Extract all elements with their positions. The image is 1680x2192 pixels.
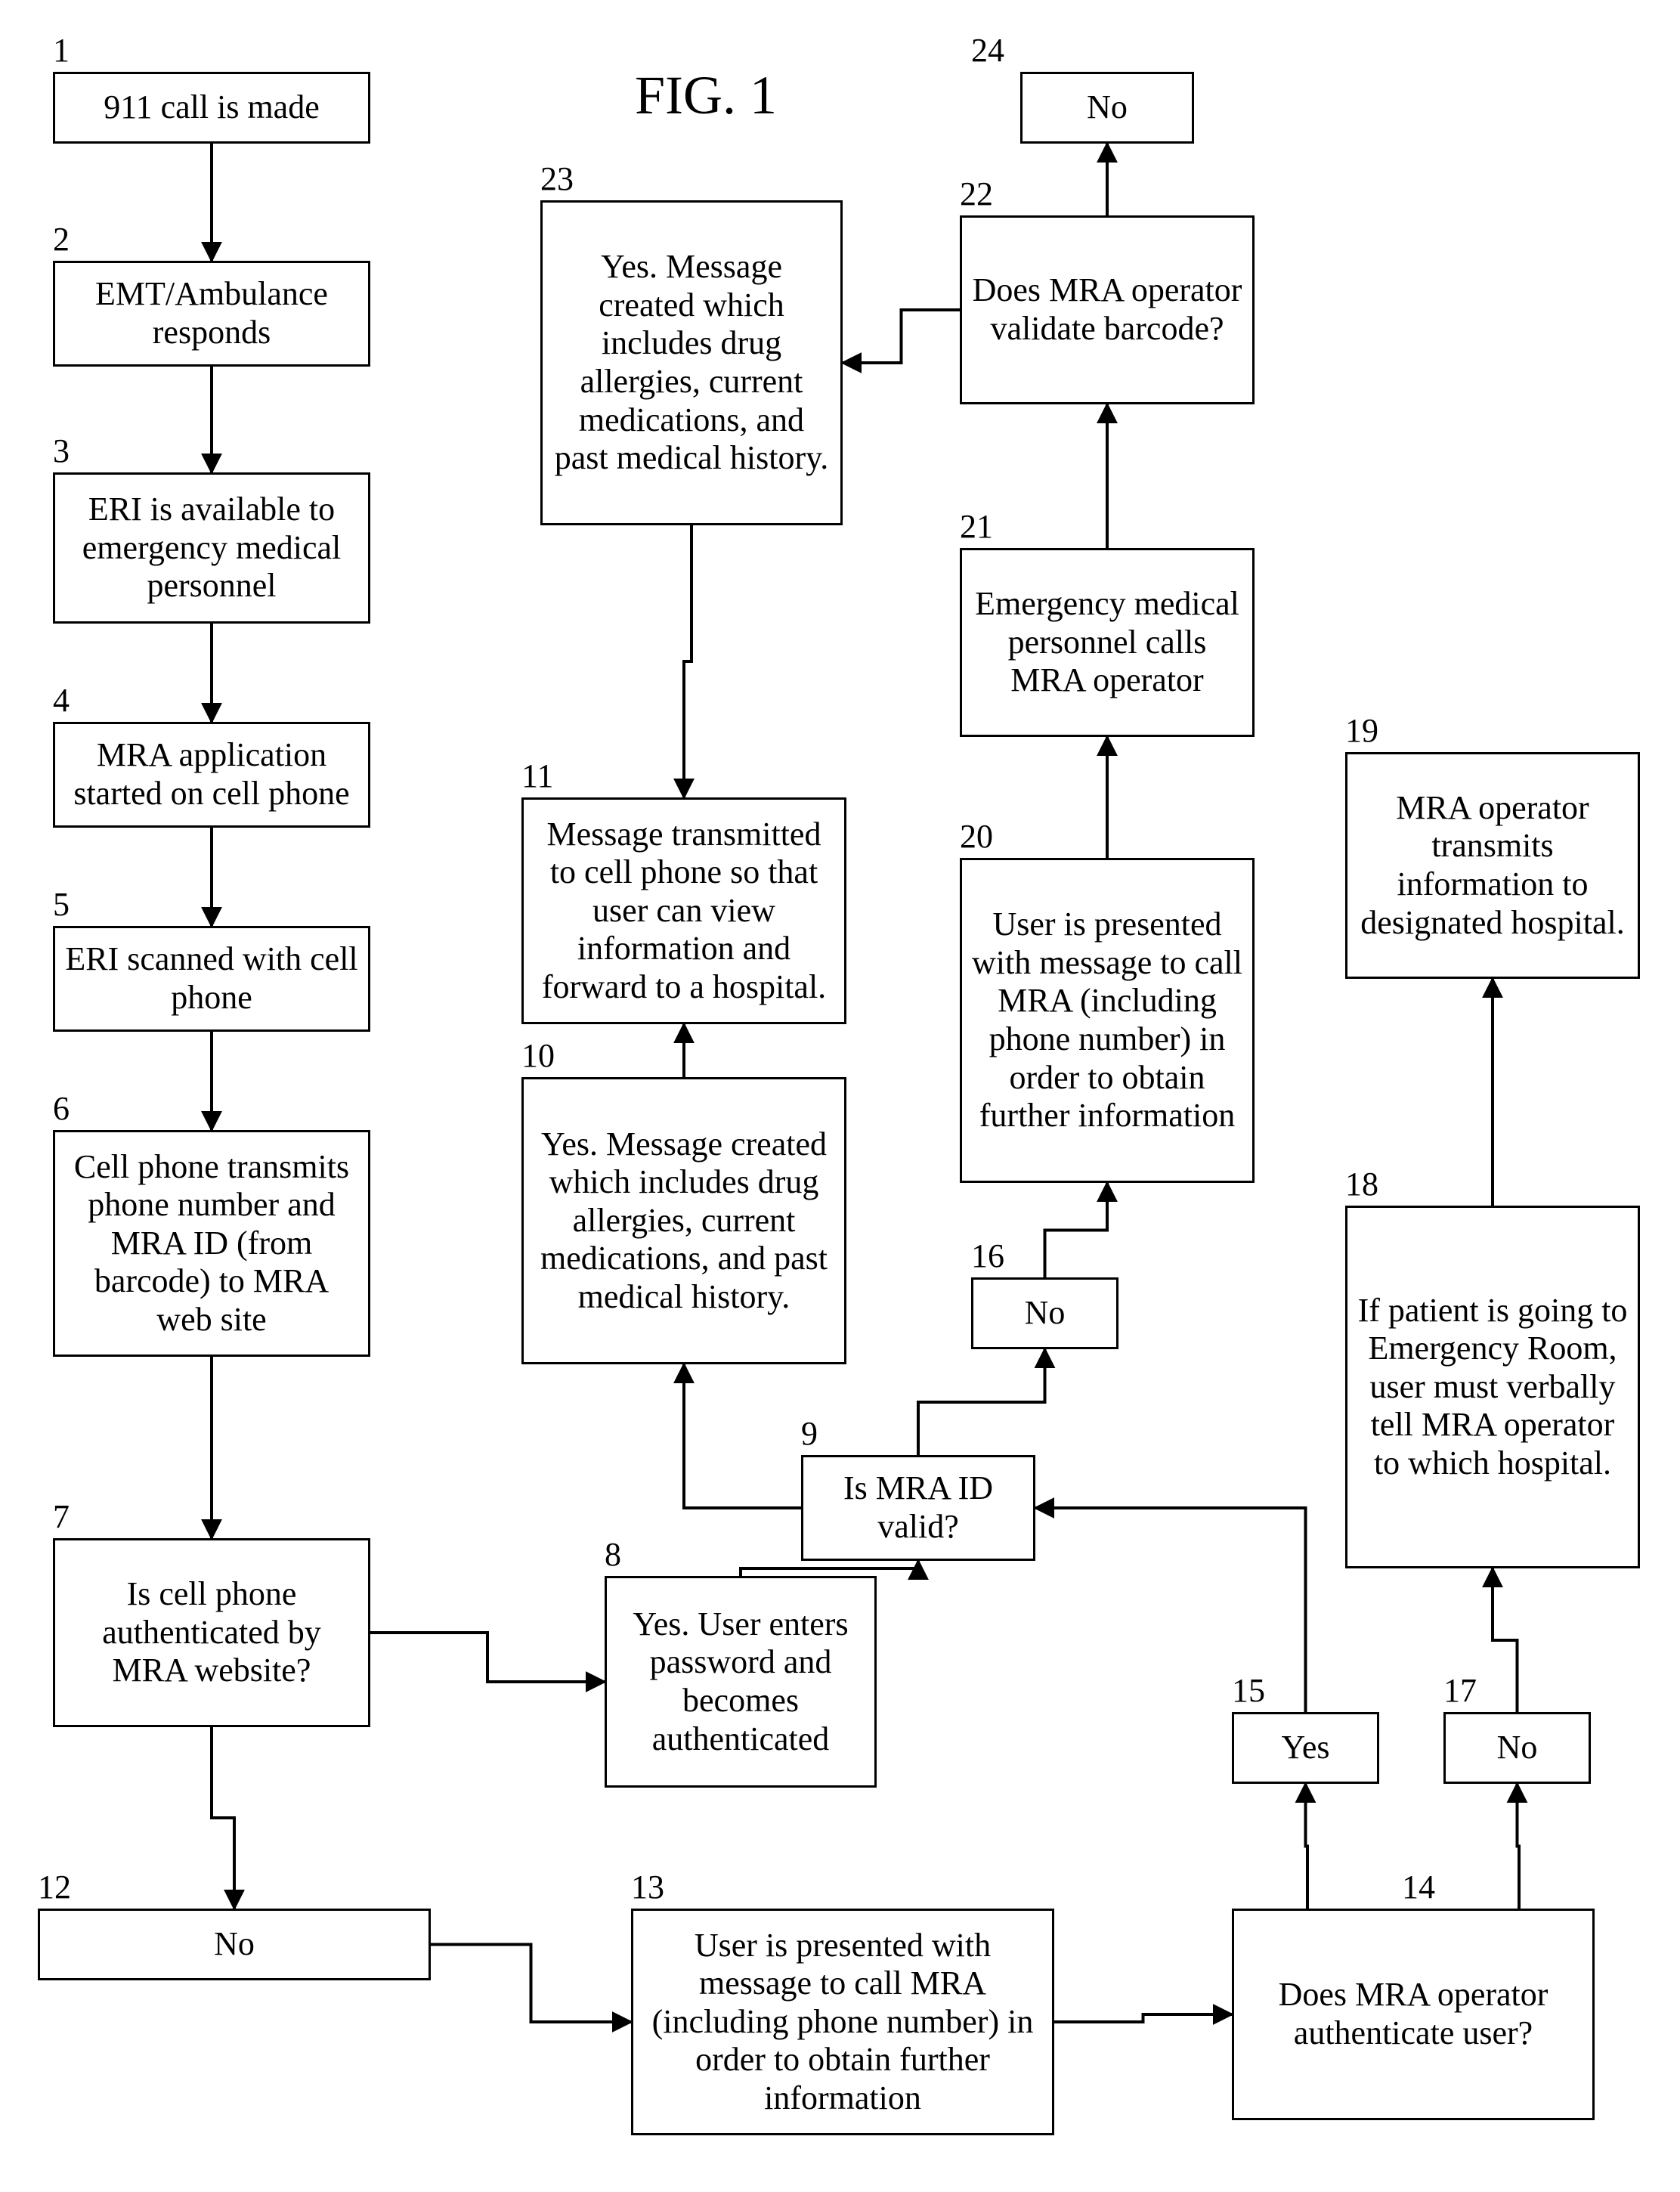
edge-n7-n8 <box>370 1633 605 1682</box>
edge-n14-n17 <box>1518 1784 1520 1909</box>
edge-n16-n20 <box>1045 1183 1108 1277</box>
flowchart-node-n9: Is MRA ID valid? <box>801 1455 1035 1561</box>
flowchart-node-n21: Emergency medical personnel calls MRA op… <box>960 548 1255 737</box>
flowchart-node-n10: Yes. Message created which includes drug… <box>521 1077 846 1364</box>
flowchart-node-num-n6: 6 <box>53 1092 70 1125</box>
edge-n23-n11 <box>684 525 691 797</box>
flowchart-node-n14: Does MRA operator authenticate user? <box>1232 1909 1595 2120</box>
edge-n14-n15 <box>1306 1784 1308 1909</box>
flowchart-node-num-n19: 19 <box>1345 714 1378 748</box>
edge-n12-n13 <box>431 1945 631 2023</box>
flowchart-node-num-n16: 16 <box>971 1240 1004 1273</box>
flowchart-node-num-n10: 10 <box>521 1039 555 1073</box>
flowchart-node-num-n17: 17 <box>1443 1674 1477 1707</box>
flowchart-node-num-n21: 21 <box>960 510 993 543</box>
flowchart-node-n22: Does MRA operator validate barcode? <box>960 215 1255 404</box>
flowchart-node-num-n20: 20 <box>960 820 993 853</box>
flowchart-node-n6: Cell phone transmits phone number and MR… <box>53 1130 370 1357</box>
flowchart-node-n2: EMT/Ambulance responds <box>53 261 370 367</box>
flowchart-node-n15: Yes <box>1232 1712 1379 1784</box>
flowchart-node-n1: 911 call is made <box>53 72 370 144</box>
flowchart-node-n11: Message transmitted to cell phone so tha… <box>521 797 846 1024</box>
flowchart-node-n13: User is presented with message to call M… <box>631 1909 1054 2135</box>
flowchart-node-n8: Yes. User enters password and becomes au… <box>605 1576 877 1788</box>
flowchart-node-n23: Yes. Message created which includes drug… <box>540 200 843 525</box>
flowchart-node-num-n18: 18 <box>1345 1168 1378 1201</box>
flowchart-node-n12: No <box>38 1909 431 1980</box>
flowchart-node-n4: MRA application started on cell phone <box>53 722 370 828</box>
flowchart-node-num-n9: 9 <box>801 1417 818 1450</box>
edge-n13-n14 <box>1054 2014 1232 2022</box>
flowchart-node-num-n14: 14 <box>1402 1871 1435 1904</box>
flowchart-node-n24: No <box>1020 72 1194 144</box>
edge-n17-n18 <box>1493 1568 1518 1712</box>
flowchart-node-num-n2: 2 <box>53 223 70 256</box>
flowchart-node-num-n4: 4 <box>53 684 70 717</box>
flowchart-node-num-n11: 11 <box>521 760 553 793</box>
flowchart-node-n3: ERI is available to emergency medical pe… <box>53 472 370 624</box>
flowchart-node-n19: MRA operator transmits information to de… <box>1345 752 1640 979</box>
flowchart-canvas: FIG. 1 911 call is made 1 EMT/Ambulance re… <box>0 0 1680 2192</box>
flowchart-node-num-n24: 24 <box>971 34 1004 67</box>
flowchart-node-num-n7: 7 <box>53 1500 70 1534</box>
flowchart-node-num-n15: 15 <box>1232 1674 1265 1707</box>
flowchart-node-num-n5: 5 <box>53 888 70 921</box>
edge-n8-n9 <box>741 1561 918 1576</box>
flowchart-node-num-n22: 22 <box>960 178 993 211</box>
edge-n22-n23 <box>843 310 960 363</box>
edge-n9-n16 <box>918 1349 1045 1455</box>
flowchart-node-n18: If patient is going to Emergency Room, u… <box>1345 1206 1640 1568</box>
flowchart-node-n20: User is presented with message to call M… <box>960 858 1255 1183</box>
flowchart-node-n16: No <box>971 1277 1118 1349</box>
flowchart-node-num-n23: 23 <box>540 163 574 196</box>
flowchart-node-num-n3: 3 <box>53 435 70 468</box>
flowchart-node-n17: No <box>1443 1712 1591 1784</box>
flowchart-node-num-n1: 1 <box>53 34 70 67</box>
flowchart-node-num-n12: 12 <box>38 1871 71 1904</box>
edge-n7-n12 <box>212 1727 234 1909</box>
flowchart-node-n7: Is cell phone authenticated by MRA websi… <box>53 1538 370 1727</box>
flowchart-node-num-n8: 8 <box>605 1538 621 1571</box>
flowchart-node-num-n13: 13 <box>631 1871 664 1904</box>
figure-title: FIG. 1 <box>635 68 777 122</box>
flowchart-node-n5: ERI scanned with cell phone <box>53 926 370 1032</box>
edge-n9-n10 <box>684 1364 801 1508</box>
